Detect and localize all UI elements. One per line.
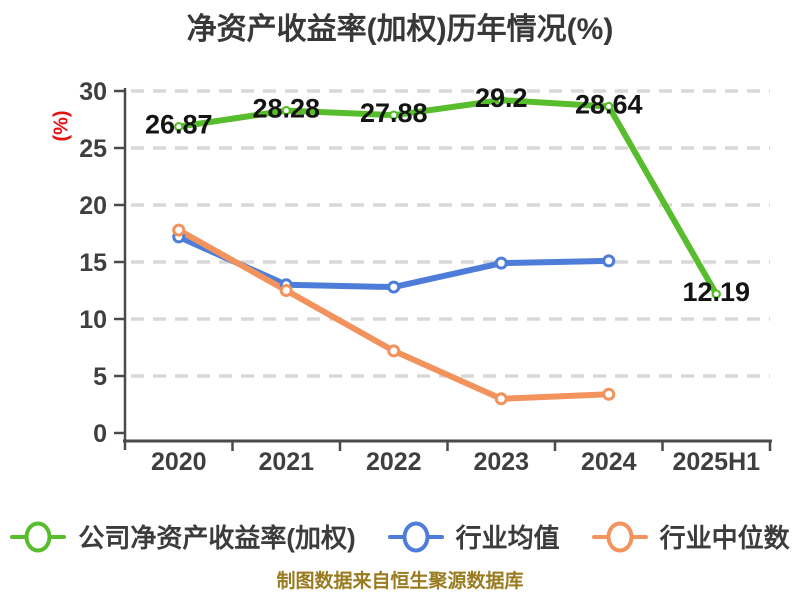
- y-tick-label: 10: [79, 306, 107, 334]
- data-point: [711, 289, 721, 299]
- y-tick-label: 5: [93, 363, 107, 391]
- legend-label-industry-median: 行业中位数: [659, 523, 790, 553]
- plot-area: 0 5 10 15 20 25 30 2020 2021 2022 2023 2024 2025H1 26…: [79, 78, 772, 476]
- x-tick-label: 2021: [258, 448, 314, 476]
- data-point: [387, 344, 401, 358]
- legend-item-company: 公司净资产收益率(加权): [10, 518, 356, 555]
- y-tick-label: 30: [79, 78, 107, 106]
- y-tick-label: 0: [93, 420, 107, 448]
- x-tick-label: 2024: [581, 448, 637, 476]
- legend: 公司净资产收益率(加权) 行业均值 行业中位数: [0, 518, 800, 555]
- data-source-note: 制图数据来自恒生聚源数据库: [276, 571, 524, 592]
- series-line-2: [175, 227, 612, 402]
- x-tick-label: 2022: [366, 448, 422, 476]
- industry-median-series-marker-icon: [591, 521, 648, 553]
- company-series-marker-icon: [10, 521, 67, 553]
- data-point: [604, 101, 614, 112]
- data-label: 29.2: [475, 83, 528, 113]
- data-point: [279, 284, 293, 297]
- data-point: [494, 392, 508, 406]
- data-point: [494, 256, 508, 270]
- data-point: [387, 280, 401, 294]
- data-label: 28.64: [575, 90, 643, 120]
- x-tick-label: 2025H1: [672, 448, 760, 476]
- x-tick-label: 2020: [151, 448, 207, 476]
- chart-title: 净资产收益率(加权)历年情况(%): [186, 13, 614, 46]
- y-tick-label: 15: [79, 249, 107, 277]
- legend-label-company: 公司净资产收益率(加权): [78, 523, 356, 553]
- data-point: [602, 387, 616, 401]
- legend-label-industry-mean: 行业均值: [455, 523, 560, 553]
- data-label: 28.28: [252, 94, 320, 124]
- data-label: 12.19: [682, 277, 750, 307]
- data-point: [172, 223, 186, 237]
- legend-item-industry-median: 行业中位数: [591, 518, 790, 555]
- data-point: [389, 110, 399, 120]
- legend-item-industry-mean: 行业均值: [387, 518, 560, 555]
- data-point: [602, 254, 616, 268]
- y-tick-label: 25: [79, 135, 107, 163]
- data-point: [174, 121, 184, 132]
- data-point: [496, 95, 506, 105]
- data-label: 27.88: [360, 98, 428, 128]
- y-tick-label: 20: [79, 192, 107, 220]
- data-point: [281, 105, 291, 116]
- series-line-0: [175, 97, 720, 298]
- x-tick-label: 2023: [473, 448, 529, 476]
- data-label: 26.87: [145, 110, 213, 140]
- industry-mean-series-marker-icon: [387, 521, 444, 553]
